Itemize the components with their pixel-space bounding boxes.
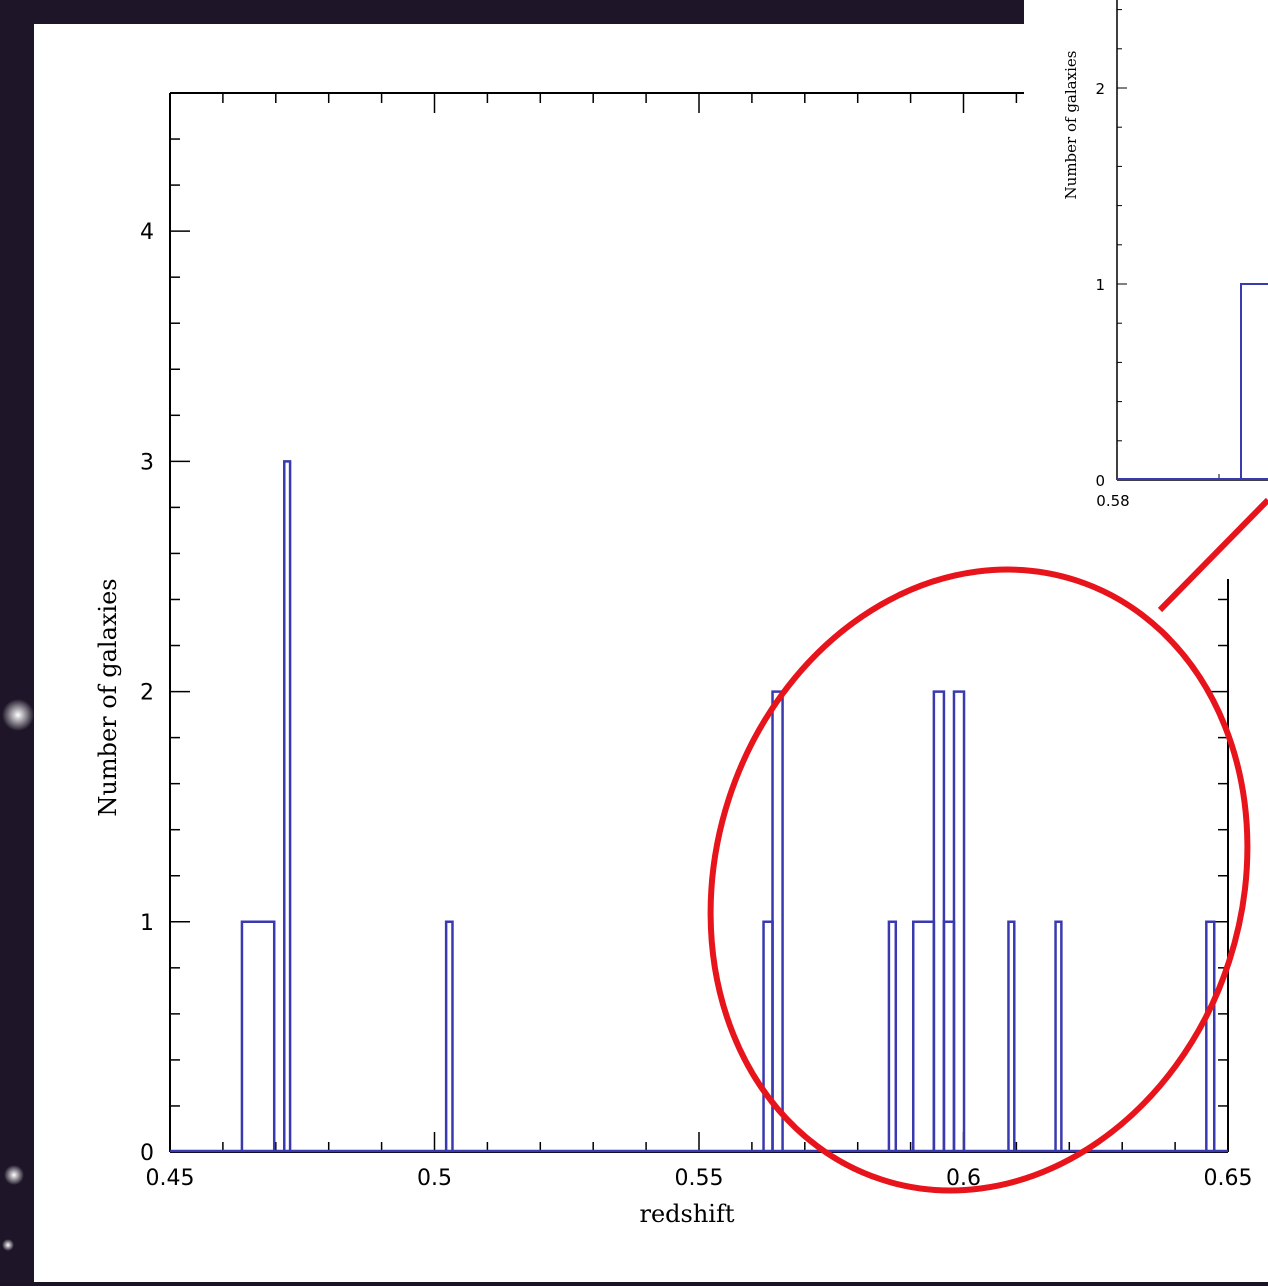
inset-y-tick-label: 2 [1095,80,1105,98]
histogram-bin [240,920,276,1152]
x-tick-label: 0.65 [1204,1166,1253,1191]
histogram-bin [1205,920,1216,1152]
bright-star [2,699,34,731]
x-tick-label: 0.5 [417,1166,452,1191]
inset-y-tick-label: 0 [1095,472,1105,490]
histogram-bin [771,690,784,1152]
y-tick-label: 4 [140,220,154,245]
inset-x-tick-label: 0.58 [1096,492,1129,510]
inset-histogram-bin [1240,283,1268,480]
inset-histogram-panel: 0 1 2 0.58 Number of galaxies [1024,0,1268,540]
histogram-bin [942,920,956,1152]
histogram-bin [911,920,936,1152]
x-tick-label: 0.45 [146,1166,195,1191]
histogram-bin [762,920,774,1152]
y-tick-label: 0 [140,1141,154,1166]
histogram-bin [1007,920,1016,1152]
x-tick-label: 0.6 [946,1166,981,1191]
histogram-bin [952,690,966,1152]
bright-star [2,1239,14,1251]
y-tick-label: 1 [140,911,154,936]
inset-y-axis-title: Number of galaxies [1062,51,1080,200]
histogram-bin [932,690,946,1152]
bright-star [4,1165,24,1185]
histogram-bin [1054,920,1063,1152]
histogram-bin [444,920,454,1152]
x-tick-label: 0.55 [675,1166,724,1191]
inset-y-tick-label: 1 [1095,276,1105,294]
histogram-bin [887,920,898,1152]
histogram-bin [283,460,292,1152]
y-axis-title: Number of galaxies [94,578,122,816]
y-tick-label: 3 [140,450,154,475]
y-tick-label: 2 [140,681,154,706]
inset-histogram-chart: 0 1 2 0.58 Number of galaxies [1062,0,1268,510]
x-axis-title: redshift [639,1200,734,1228]
